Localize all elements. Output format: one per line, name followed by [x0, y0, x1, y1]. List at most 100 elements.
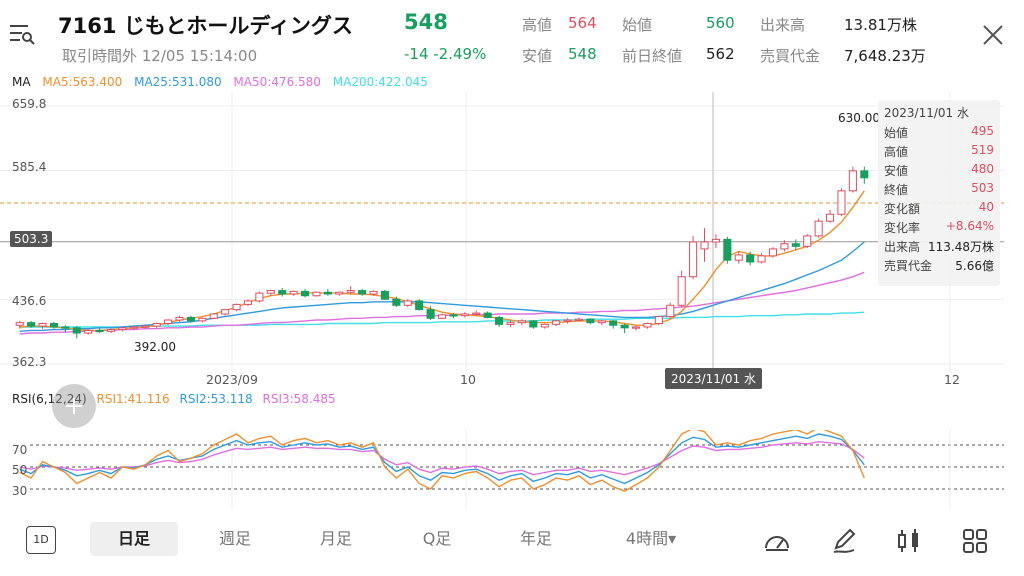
pen-icon[interactable]	[830, 526, 860, 556]
stat-prev-close-value: 562	[706, 45, 735, 63]
candle	[848, 170, 857, 192]
crosshair-price-label: 503.3	[10, 231, 53, 247]
candle	[95, 329, 104, 333]
candle	[563, 319, 572, 322]
candle	[27, 322, 36, 327]
candle	[369, 290, 378, 295]
candle	[152, 323, 161, 327]
candle	[15, 322, 24, 326]
candle	[346, 290, 355, 293]
candle	[186, 316, 195, 322]
candle	[552, 320, 561, 325]
candle	[506, 322, 515, 325]
stat-low: 安値	[522, 47, 553, 65]
candle	[72, 327, 81, 334]
candle	[118, 327, 127, 331]
candle	[335, 291, 344, 295]
tab-weekly[interactable]: 週足	[218, 529, 251, 548]
tooltip-row-change: 変化額 40	[884, 200, 994, 216]
grid-icon[interactable]	[960, 526, 990, 556]
rsi3-label: RSI3:58.485	[262, 392, 336, 406]
close-icon[interactable]	[980, 22, 1006, 48]
candle	[826, 213, 835, 222]
candle	[609, 320, 618, 326]
market-status: 取引時間外 12/05 15:14:00	[62, 47, 258, 65]
candle	[449, 314, 458, 317]
candle	[460, 313, 469, 317]
tooltip-date: 2023/11/01 水	[884, 106, 969, 120]
ma25-label: MA25:531.080	[134, 75, 222, 89]
candle	[517, 320, 526, 324]
candle	[141, 325, 150, 328]
candle	[803, 235, 812, 247]
candle	[574, 318, 583, 321]
candle	[757, 255, 766, 263]
watchlist-menu-icon[interactable]	[8, 22, 36, 46]
current-price: 548	[404, 10, 448, 34]
candle	[232, 303, 241, 311]
rsi1-line	[19, 430, 865, 492]
stat-open-value: 560	[706, 14, 735, 32]
rsi-legend-title: RSI(6,12,24)	[12, 392, 87, 406]
candle	[780, 243, 789, 250]
candle	[209, 313, 218, 319]
candlestick-icon[interactable]	[894, 526, 924, 556]
candle	[586, 318, 595, 324]
stat-prev-close: 前日終値	[622, 47, 683, 65]
candle	[380, 290, 389, 300]
tab-quarterly[interactable]: Q足	[422, 529, 452, 548]
tab-monthly[interactable]: 月足	[319, 529, 352, 548]
candle	[837, 190, 846, 215]
y-label-top: 659.8	[12, 97, 47, 111]
drag-handle[interactable]	[52, 384, 96, 428]
tooltip-row-high: 高値 519	[884, 143, 994, 159]
stat-volume-value: 13.81万株	[844, 16, 917, 34]
candle	[723, 238, 732, 261]
candle	[175, 316, 184, 321]
candle	[654, 316, 663, 325]
stat-low-value: 548	[568, 45, 597, 63]
stat-high-value: 564	[568, 14, 597, 32]
crosshair-date-label: 2023/11/01 水	[665, 368, 762, 389]
stat-turnover: 売買代金	[760, 47, 821, 65]
rsi3-line	[19, 440, 865, 476]
candle	[677, 276, 686, 306]
candle	[620, 324, 629, 329]
ma-legend-title: MA	[12, 75, 31, 89]
ma-legend: MA MA5:563.400 MA25:531.080 MA50:476.580…	[12, 75, 436, 89]
stat-open: 始値	[622, 16, 653, 34]
ma200-label: MA200:422.045	[332, 75, 428, 89]
tab-4hour[interactable]: 4時間▾	[625, 529, 677, 548]
rsi-chart[interactable]	[0, 430, 1024, 510]
tooltip-row-change-pct: 変化率 +8.64%	[884, 219, 994, 235]
candle	[129, 326, 138, 329]
candle	[278, 290, 287, 295]
candle	[860, 170, 869, 179]
tooltip-row-volume: 出来高 113.48万株	[884, 240, 994, 254]
period-1d-button[interactable]: 1D	[26, 526, 56, 554]
candle	[358, 290, 367, 295]
speedometer-icon[interactable]	[762, 526, 792, 556]
candle	[323, 291, 332, 295]
candle	[426, 309, 435, 319]
candle	[791, 243, 800, 247]
x-label-oct: 10	[460, 372, 476, 387]
candle	[814, 220, 823, 237]
candle	[746, 254, 755, 263]
candle	[301, 290, 310, 297]
candle	[666, 304, 675, 318]
tooltip-row-close: 終値 503	[884, 181, 994, 197]
candle	[437, 314, 447, 319]
price-chart[interactable]	[0, 92, 1024, 372]
low-annotation: 392.00	[134, 340, 176, 354]
price-change: -14 -2.49%	[404, 45, 487, 63]
rsi-y-50: 50	[12, 463, 28, 477]
candle	[255, 292, 264, 302]
candle	[711, 238, 720, 243]
x-label-sep: 2023/09	[206, 372, 258, 387]
candle	[243, 300, 253, 305]
y-label-2: 585.4	[12, 160, 47, 174]
tab-yearly[interactable]: 年足	[519, 529, 552, 548]
tab-daily[interactable]: 日足	[90, 522, 178, 556]
candle	[472, 312, 481, 315]
